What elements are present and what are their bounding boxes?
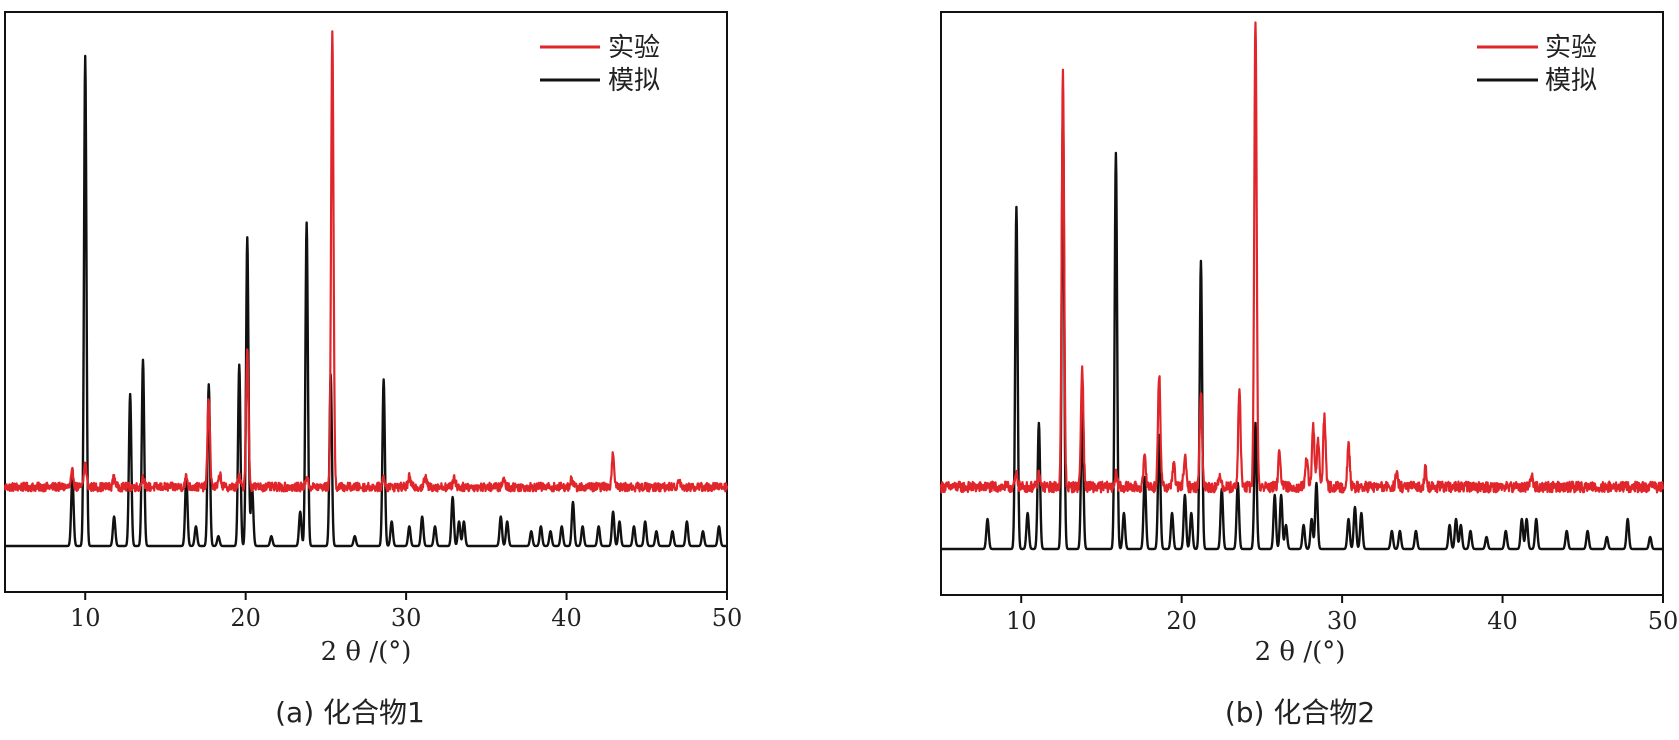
panel-b-x-tick-label-20: 20 xyxy=(1166,607,1197,635)
panel-a-series-simulation xyxy=(4,54,728,548)
panel-b-legend: 实验 模拟 xyxy=(1477,33,1597,96)
panel-a-x-tick-label-50: 50 xyxy=(712,604,743,632)
panel-b-caption: (b) 化合物2 xyxy=(1225,696,1375,729)
panel-b-frame xyxy=(940,11,1664,596)
panel-a-x-ticks: 10 20 30 40 50 xyxy=(70,592,742,632)
panel-a-x-axis-label: 2 θ /(°) xyxy=(321,637,412,667)
panel-b-compound-2: 10 20 30 40 50 实验 模拟 2 θ /(°) (b) 化合物2 xyxy=(939,11,1678,729)
panel-b-x-tick-label-10: 10 xyxy=(1006,607,1037,635)
panel-a-x-tick-label-40: 40 xyxy=(551,604,582,632)
panel-a-frame xyxy=(4,11,728,593)
panel-b-x-tick-label-40: 40 xyxy=(1487,607,1518,635)
panel-a-x-tick-label-30: 30 xyxy=(391,604,422,632)
panel-b-x-ticks: 10 20 30 40 50 xyxy=(1006,595,1678,635)
panel-a-compound-1: 10 20 30 40 50 实验 模拟 2 θ /(°) (a) 化合物1 xyxy=(3,11,742,729)
panel-a-x-tick-label-10: 10 xyxy=(70,604,101,632)
panel-b-series-experiment xyxy=(939,21,1665,494)
panel-a-series-experiment xyxy=(3,30,729,493)
panel-b-series-lines xyxy=(939,21,1665,551)
panel-a-legend: 实验 模拟 xyxy=(540,33,660,96)
panel-a-legend-label-experiment: 实验 xyxy=(608,33,660,63)
panel-b-legend-label-experiment: 实验 xyxy=(1545,33,1597,63)
panel-a-legend-label-simulation: 模拟 xyxy=(608,66,660,96)
panel-a-series-lines xyxy=(3,30,729,548)
panel-b-legend-label-simulation: 模拟 xyxy=(1545,66,1597,96)
panel-a-x-tick-label-20: 20 xyxy=(230,604,261,632)
panel-b-x-tick-label-50: 50 xyxy=(1648,607,1679,635)
panel-b-x-axis-label: 2 θ /(°) xyxy=(1255,637,1346,667)
panel-b-x-tick-label-30: 30 xyxy=(1327,607,1358,635)
panel-a-caption: (a) 化合物1 xyxy=(275,696,425,729)
